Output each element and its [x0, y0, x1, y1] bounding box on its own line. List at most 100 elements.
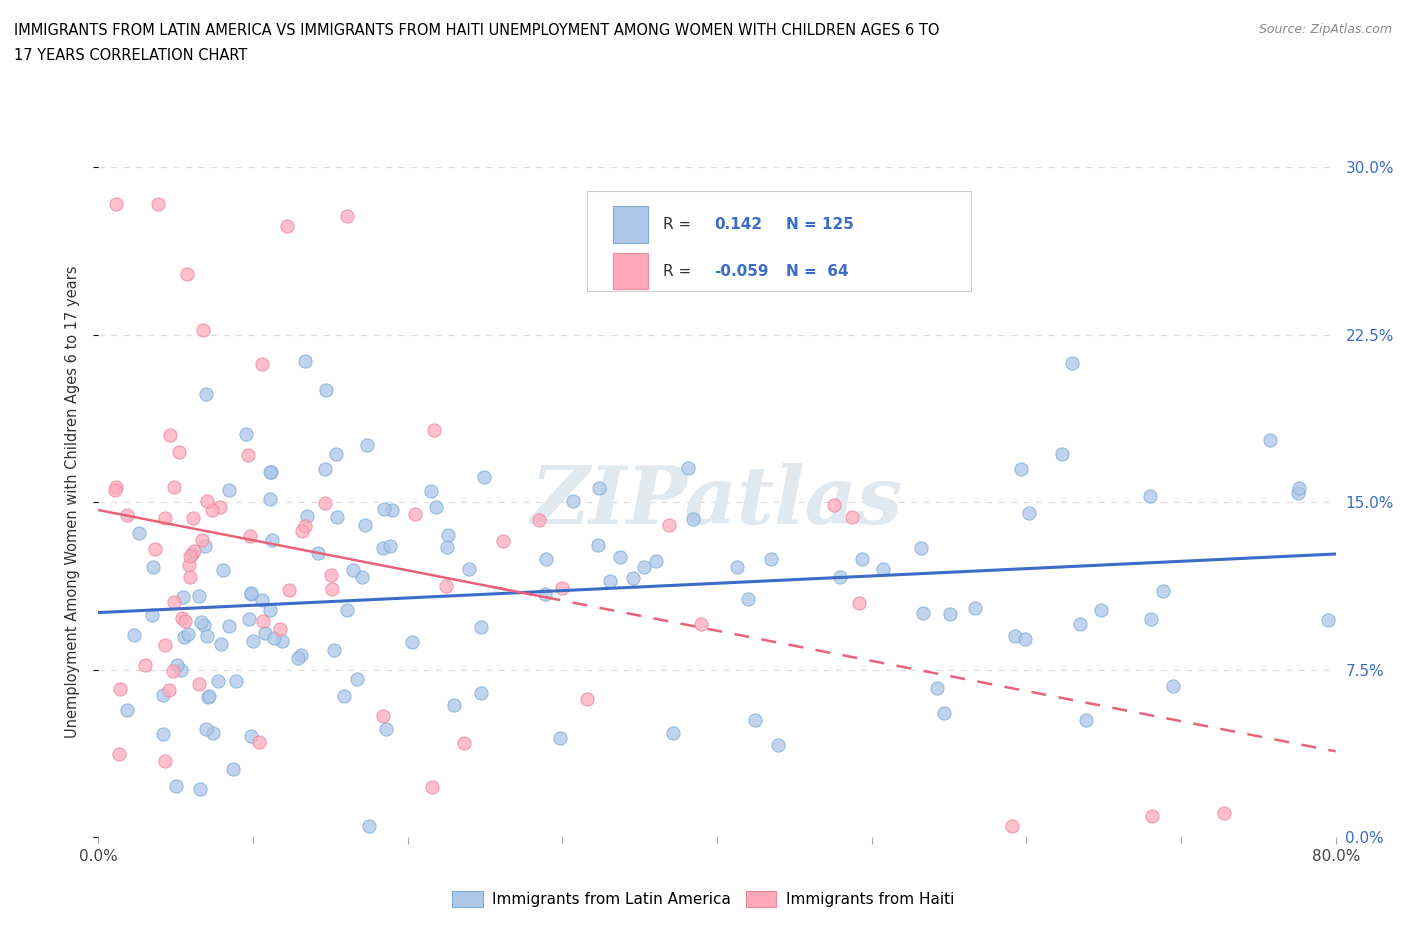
Point	[768, 737, 790, 752]
Point	[1139, 488, 1161, 503]
Point	[276, 219, 298, 233]
Point	[470, 619, 492, 634]
Point	[307, 545, 329, 560]
Point	[259, 465, 281, 480]
Point	[269, 622, 291, 637]
Point	[314, 461, 336, 476]
Point	[474, 470, 496, 485]
Point	[1286, 485, 1309, 500]
Point	[644, 553, 666, 568]
Point	[170, 662, 193, 677]
Point	[375, 722, 398, 737]
Point	[1317, 613, 1340, 628]
Point	[162, 594, 184, 609]
Point	[401, 634, 423, 649]
Point	[260, 532, 283, 547]
Point	[239, 528, 262, 543]
Point	[848, 595, 870, 610]
Point	[336, 209, 359, 224]
Point	[586, 538, 609, 552]
Point	[548, 731, 571, 746]
Point	[195, 722, 218, 737]
Point	[325, 509, 347, 524]
Point	[346, 671, 368, 686]
Point	[195, 386, 218, 401]
Point	[420, 779, 443, 794]
Point	[238, 612, 260, 627]
Point	[492, 534, 515, 549]
Point	[1060, 355, 1083, 370]
Bar	[613, 206, 648, 243]
Point	[470, 685, 492, 700]
Point	[287, 650, 309, 665]
Point	[240, 728, 263, 743]
Point	[242, 633, 264, 648]
Point	[321, 567, 343, 582]
Point	[260, 465, 283, 480]
Point	[252, 614, 274, 629]
Point	[457, 562, 479, 577]
Point	[551, 581, 574, 596]
Point	[737, 591, 759, 606]
Point	[179, 549, 201, 564]
Point	[676, 460, 699, 475]
Text: R =: R =	[662, 217, 690, 232]
Point	[177, 626, 200, 641]
Point	[225, 674, 247, 689]
Point	[1152, 583, 1174, 598]
Point	[609, 550, 631, 565]
Point	[208, 499, 231, 514]
Point	[207, 673, 229, 688]
Point	[179, 569, 201, 584]
Point	[314, 496, 336, 511]
Point	[333, 689, 356, 704]
Point	[1090, 603, 1112, 618]
Point	[434, 578, 457, 593]
Point	[322, 642, 344, 657]
Point	[190, 533, 212, 548]
Point	[157, 682, 180, 697]
Point	[588, 481, 610, 496]
Point	[356, 437, 378, 452]
Point	[193, 618, 215, 632]
Point	[422, 422, 444, 437]
Point	[939, 606, 962, 621]
Text: ZIPatlas: ZIPatlas	[531, 463, 903, 541]
Point	[153, 753, 176, 768]
Point	[599, 573, 621, 588]
Point	[143, 542, 166, 557]
Text: N = 125: N = 125	[786, 217, 855, 232]
Point	[179, 558, 201, 573]
Text: IMMIGRANTS FROM LATIN AMERICA VS IMMIGRANTS FROM HAITI UNEMPLOYMENT AMONG WOMEN : IMMIGRANTS FROM LATIN AMERICA VS IMMIGRA…	[14, 23, 939, 38]
Point	[872, 562, 894, 577]
Point	[437, 527, 460, 542]
Point	[404, 507, 426, 522]
Point	[633, 560, 655, 575]
Text: R =: R =	[662, 263, 690, 279]
Point	[352, 569, 374, 584]
Point	[198, 688, 221, 703]
Point	[291, 524, 314, 538]
Point	[533, 586, 555, 601]
Y-axis label: Unemployment Among Women with Children Ages 6 to 17 years: Unemployment Among Women with Children A…	[65, 266, 80, 738]
Point	[194, 538, 217, 553]
Point	[682, 512, 704, 526]
Point	[181, 547, 204, 562]
Text: N =  64: N = 64	[786, 263, 849, 279]
Point	[1161, 679, 1184, 694]
Point	[965, 600, 987, 615]
Text: Source: ZipAtlas.com: Source: ZipAtlas.com	[1258, 23, 1392, 36]
Point	[325, 446, 347, 461]
Text: 0.142: 0.142	[714, 217, 762, 232]
Point	[209, 636, 232, 651]
Point	[191, 323, 214, 338]
Point	[1288, 480, 1310, 495]
Point	[247, 734, 270, 749]
Point	[181, 511, 204, 525]
Point	[1014, 632, 1036, 647]
Point	[420, 483, 443, 498]
Point	[371, 709, 394, 724]
Point	[239, 587, 262, 602]
Point	[357, 818, 380, 833]
Point	[1074, 712, 1097, 727]
